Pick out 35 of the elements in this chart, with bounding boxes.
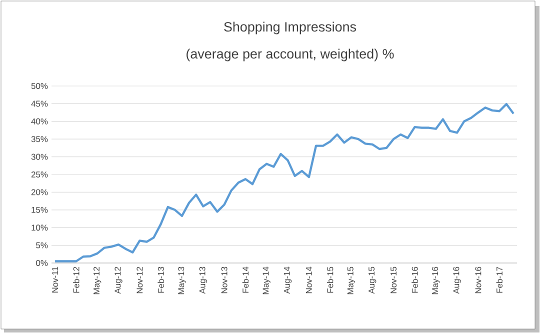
x-tick-label: May-13 — [178, 266, 186, 294]
x-tick-label: Aug-15 — [368, 266, 376, 294]
x-tick-label: Nov-16 — [475, 266, 482, 294]
x-tick-label: Feb-13 — [158, 266, 164, 293]
x-tick-label: Feb-12 — [73, 266, 80, 293]
y-tick-label: 45% — [31, 100, 48, 107]
x-tick-label: May-16 — [432, 266, 440, 294]
x-tick-label: Nov-11 — [52, 266, 58, 293]
y-tick-label: 20% — [31, 189, 48, 196]
x-tick-label: Aug-13 — [199, 266, 207, 294]
y-tick-label: 40% — [31, 118, 48, 124]
y-tick-label: 15% — [32, 206, 48, 213]
x-tick-label: May-12 — [94, 266, 102, 294]
x-tick-label: Nov-14 — [306, 266, 312, 294]
x-tick-label: May-14 — [262, 266, 270, 294]
y-tick-label: 30% — [31, 154, 48, 160]
chart-subtitle: (average per account, weighted) % — [186, 48, 394, 62]
x-tick-label: Aug-14 — [284, 266, 292, 294]
x-tick-label: Nov-13 — [221, 266, 228, 294]
y-tick-label: 5% — [36, 242, 48, 248]
x-tick-label: Feb-17 — [496, 266, 502, 293]
y-tick-label: 35% — [31, 136, 48, 142]
x-tick-label: Feb-14 — [242, 266, 249, 293]
chart-title: Shopping Impressions — [224, 22, 356, 34]
x-tick-label: Aug-12 — [114, 266, 122, 294]
x-tick-label: Nov-15 — [390, 266, 397, 294]
y-tick-label: 10% — [32, 224, 48, 231]
x-tick-label: Feb-16 — [412, 266, 418, 293]
x-tick-label: May-15 — [347, 266, 356, 294]
x-tick-label: Feb-15 — [326, 266, 334, 293]
y-tick-label: 0% — [36, 260, 48, 266]
x-tick-label: Aug-16 — [453, 266, 461, 294]
y-tick-label: 50% — [31, 83, 48, 89]
x-tick-label: Nov-12 — [136, 266, 143, 294]
y-tick-label: 25% — [31, 172, 48, 178]
